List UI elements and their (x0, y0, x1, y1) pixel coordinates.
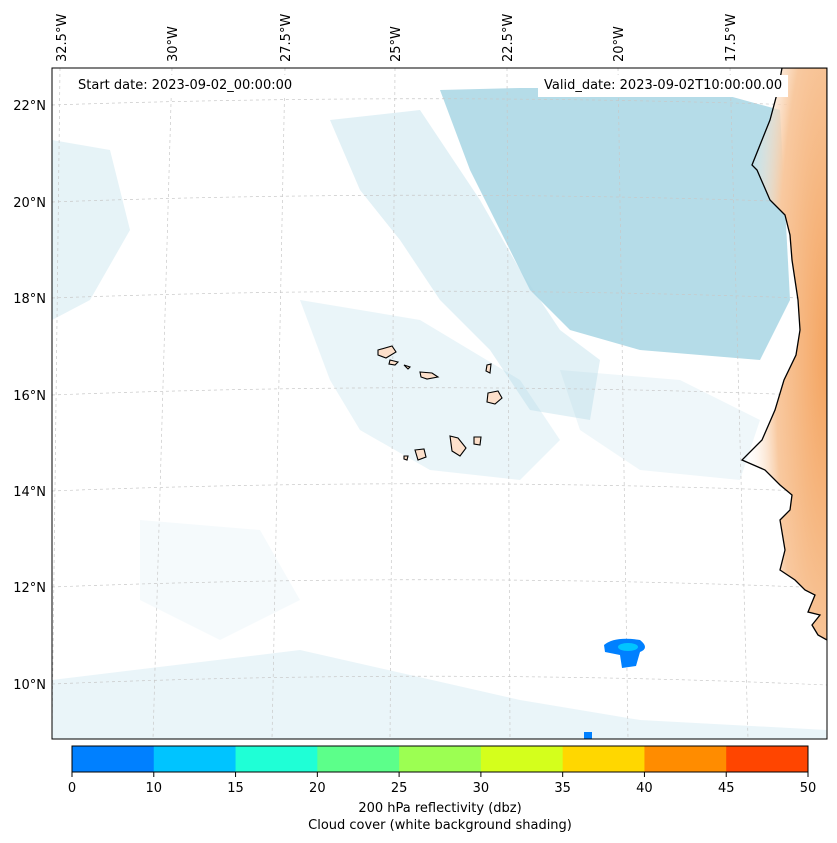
colorbar-tick-label: 25 (391, 781, 408, 796)
colorbar-frame (71, 745, 809, 773)
cloud-cover-shading (52, 88, 827, 739)
colorbar-ticks: 0 10 15 20 25 30 35 40 45 50 (68, 772, 816, 796)
lon-label: 30°W (166, 26, 181, 62)
lon-label: 25°W (389, 26, 404, 62)
colorbar-tick-label: 35 (554, 781, 571, 796)
colorbar-tick-label: 20 (309, 781, 326, 796)
start-date-label: Start date: 2023-09-02_00:00:00 (72, 75, 299, 97)
lon-label: 27.5°W (279, 14, 294, 62)
colorbar-swatch (562, 746, 645, 772)
colorbar-tick-label: 45 (718, 781, 735, 796)
map-frame (51, 67, 828, 740)
latitude-labels: 22°N 20°N 18°N 16°N 14°N 12°N 10°N (13, 99, 46, 693)
cape-verde-islands (377, 345, 503, 461)
lat-label: 20°N (13, 196, 46, 211)
reflectivity-cell (584, 638, 645, 739)
colorbar-subtitle: Cloud cover (white background shading) (308, 818, 572, 833)
colorbar (72, 746, 809, 772)
colorbar-swatch (235, 746, 318, 772)
colorbar-tick-label: 30 (473, 781, 490, 796)
colorbar-tick-label: 15 (227, 781, 244, 796)
lat-label: 18°N (13, 292, 46, 307)
colorbar-swatch (317, 746, 400, 772)
lat-label: 16°N (13, 389, 46, 404)
lat-label: 12°N (13, 581, 46, 596)
africa-land (740, 68, 827, 641)
lon-label: 22.5°W (501, 14, 516, 62)
colorbar-tick-label: 50 (800, 781, 817, 796)
lat-label: 10°N (13, 678, 46, 693)
colorbar-swatch (644, 746, 727, 772)
lon-label: 32.5°W (55, 14, 70, 62)
colorbar-swatch (399, 746, 482, 772)
lat-label: 14°N (13, 485, 46, 500)
colorbar-tick-label: 0 (68, 781, 76, 796)
colorbar-swatch (726, 746, 809, 772)
colorbar-swatch (153, 746, 237, 772)
map-area (52, 68, 827, 739)
graticule (52, 68, 827, 739)
colorbar-tick-label: 10 (146, 781, 163, 796)
colorbar-swatch (72, 746, 155, 772)
colorbar-swatch (480, 746, 564, 772)
lat-label: 22°N (13, 99, 46, 114)
colorbar-tick-label: 40 (636, 781, 653, 796)
lon-label: 20°W (612, 26, 627, 62)
lon-label: 17.5°W (724, 14, 739, 62)
longitude-labels: 32.5°W 30°W 27.5°W 25°W 22.5°W 20°W 17.5… (55, 14, 739, 62)
valid-date-label: Valid_date: 2023-09-02T10:00:00.00 (538, 75, 789, 97)
colorbar-title: 200 hPa reflectivity (dbz) (358, 801, 522, 816)
